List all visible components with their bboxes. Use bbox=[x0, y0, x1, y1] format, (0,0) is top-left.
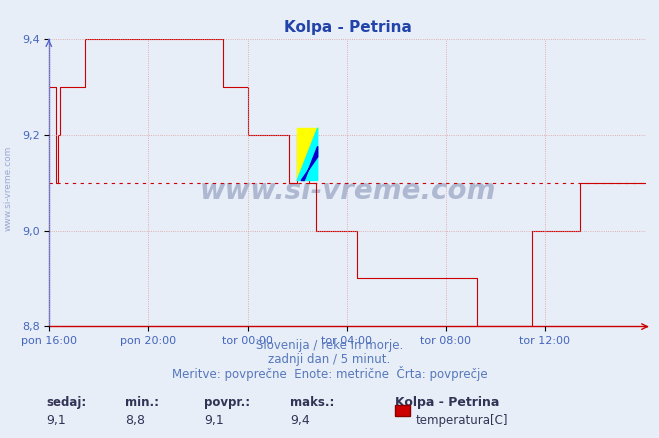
Text: 9,4: 9,4 bbox=[290, 414, 310, 427]
Text: maks.:: maks.: bbox=[290, 396, 334, 410]
Text: zadnji dan / 5 minut.: zadnji dan / 5 minut. bbox=[268, 353, 391, 366]
Text: 9,1: 9,1 bbox=[204, 414, 224, 427]
Polygon shape bbox=[301, 146, 318, 180]
Text: 8,8: 8,8 bbox=[125, 414, 145, 427]
Text: Meritve: povprečne  Enote: metrične  Črta: povprečje: Meritve: povprečne Enote: metrične Črta:… bbox=[172, 366, 487, 381]
Text: Kolpa - Petrina: Kolpa - Petrina bbox=[395, 396, 500, 410]
Polygon shape bbox=[297, 128, 318, 180]
Text: povpr.:: povpr.: bbox=[204, 396, 250, 410]
Text: Slovenija / reke in morje.: Slovenija / reke in morje. bbox=[256, 339, 403, 353]
Text: sedaj:: sedaj: bbox=[46, 396, 86, 410]
Text: min.:: min.: bbox=[125, 396, 159, 410]
Text: www.si-vreme.com: www.si-vreme.com bbox=[3, 146, 13, 231]
Text: 9,1: 9,1 bbox=[46, 414, 66, 427]
Text: www.si-vreme.com: www.si-vreme.com bbox=[200, 177, 496, 205]
Title: Kolpa - Petrina: Kolpa - Petrina bbox=[283, 21, 412, 35]
Polygon shape bbox=[297, 128, 318, 180]
Text: temperatura[C]: temperatura[C] bbox=[415, 414, 507, 427]
